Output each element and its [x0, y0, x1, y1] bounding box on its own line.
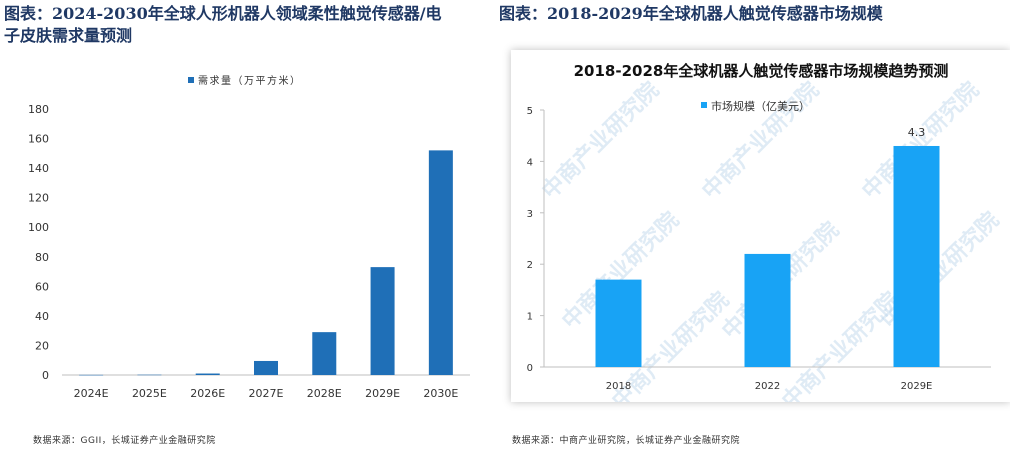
- bar: [137, 374, 162, 376]
- left-title-line1: 图表：2024-2030年全球人形机器人领域柔性触觉传感器/电: [4, 4, 442, 23]
- bar: [312, 332, 337, 375]
- bar: [370, 267, 395, 375]
- data-label: 4.3: [908, 126, 926, 139]
- x-tick-label: 2029E: [901, 381, 933, 392]
- legend-swatch: [188, 77, 194, 83]
- y-tick-label: 60: [35, 280, 49, 293]
- left-title-line2: 子皮肤需求量预测: [4, 26, 133, 45]
- y-tick-label: 2: [527, 260, 533, 271]
- x-tick-label: 2025E: [132, 387, 167, 400]
- y-tick-label: 160: [28, 133, 49, 146]
- y-tick-label: 100: [28, 221, 49, 234]
- right-source-note: 数据来源：中商产业研究院，长城证券产业金融研究院: [512, 436, 741, 446]
- x-tick-label: 2029E: [365, 387, 400, 400]
- x-tick-label: 2030E: [423, 387, 458, 400]
- chart-title: 2018-2028年全球机器人触觉传感器市场规模趋势预测: [574, 62, 949, 80]
- legend-label: 市场规模（亿美元）: [711, 99, 810, 113]
- right-chart-header: 图表：2018-2029年全球机器人触觉传感器市场规模: [499, 4, 883, 23]
- x-tick-label: 2018: [606, 381, 631, 392]
- left-chart-title: 图表：2024-2030年全球人形机器人领域柔性触觉传感器/电 子皮肤需求量预测: [4, 3, 442, 47]
- y-tick-label: 80: [35, 251, 49, 264]
- watermark-text: 中商产业研究院: [777, 287, 904, 402]
- y-tick-label: 4: [527, 157, 533, 168]
- y-tick-label: 140: [28, 162, 49, 175]
- x-tick-label: 2022: [755, 381, 780, 392]
- bar: [428, 150, 453, 375]
- left-bar-chart: 需求量（万平方米） 0 20 40 60 80 100 120 140 160 180 2024E 20…: [28, 74, 470, 400]
- left-source-note: 数据来源：GGII，长城证券产业金融研究院: [33, 436, 216, 446]
- y-tick-label: 180: [28, 103, 49, 116]
- x-tick-label: 2026E: [190, 387, 225, 400]
- legend-swatch: [701, 102, 707, 108]
- bar: [254, 360, 278, 375]
- y-tick-label: 120: [28, 192, 49, 205]
- bar: [79, 374, 104, 376]
- bar: [744, 253, 791, 367]
- y-tick-label: 1: [527, 312, 533, 323]
- bar: [595, 279, 642, 367]
- y-tick-label: 0: [42, 369, 49, 382]
- y-tick-label: 40: [35, 310, 49, 323]
- legend-label: 需求量（万平方米）: [198, 74, 302, 87]
- x-tick-label: 2028E: [307, 387, 342, 400]
- y-tick-label: 20: [35, 339, 49, 352]
- watermark-text: 中商产业研究院: [537, 77, 664, 204]
- right-chart-panel: 中商产业研究院 中商产业研究院 中商产业研究院 中商产业研究院 中商产业研究院 中商产业研…: [511, 50, 1010, 414]
- x-tick-label: 2027E: [249, 387, 284, 400]
- y-tick-label: 0: [527, 363, 533, 374]
- x-tick-label: 2024E: [74, 387, 109, 400]
- watermark-text: 中商产业研究院: [697, 77, 824, 204]
- y-tick-label: 5: [527, 106, 533, 117]
- y-tick-label: 3: [527, 209, 533, 220]
- bar: [893, 145, 940, 367]
- bar: [195, 373, 220, 375]
